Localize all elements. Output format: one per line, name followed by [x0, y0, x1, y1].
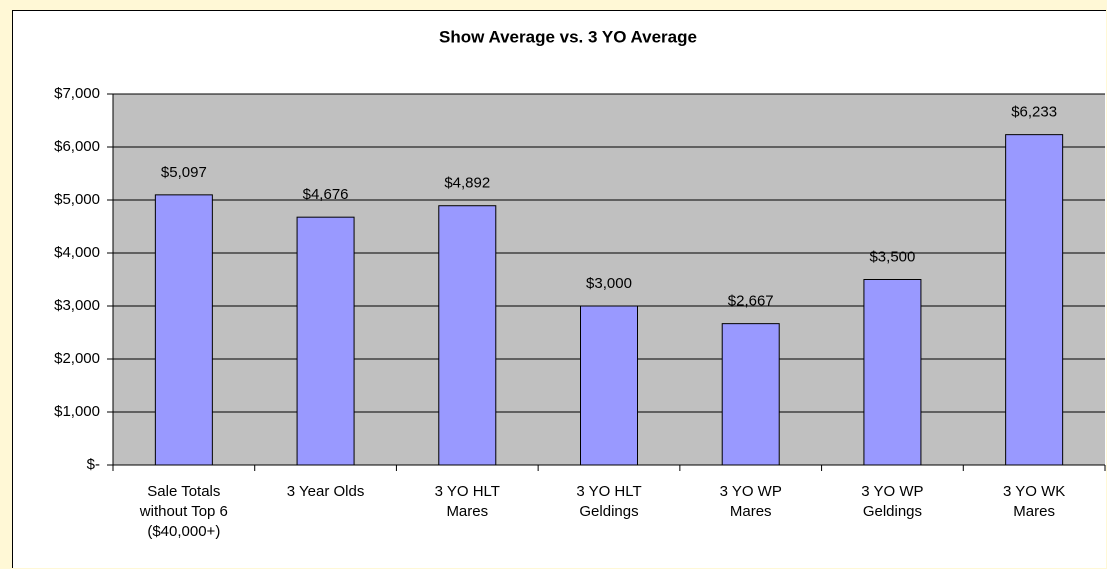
y-tick-label: $4,000 [54, 244, 100, 261]
y-tick-label: $7,000 [54, 85, 100, 102]
y-tick-label: $2,000 [54, 350, 100, 367]
y-tick-label: $3,000 [54, 297, 100, 314]
x-tick-label: 3 YO WP Mares [719, 483, 782, 520]
x-tick-label: 3 YO WP Geldings [861, 483, 924, 520]
bar [580, 305, 638, 466]
data-label: $4,676 [303, 186, 349, 203]
y-tick-label: $6,000 [54, 138, 100, 155]
bar [296, 216, 355, 466]
bar [863, 279, 922, 466]
data-label: $5,097 [161, 164, 207, 181]
x-tick-label: 3 YO HLT Geldings [576, 483, 642, 520]
x-tick-label: 3 YO WK Mares [1003, 483, 1066, 520]
chart-title: Show Average vs. 3 YO Average [439, 27, 697, 46]
data-label: $3,500 [869, 248, 915, 265]
x-tick-label: 3 Year Olds [286, 483, 365, 500]
x-tick-label: 3 YO HLT Mares [434, 483, 500, 520]
data-label: $4,892 [444, 175, 490, 192]
y-tick-label: $1,000 [54, 403, 100, 420]
bar [438, 205, 497, 466]
data-label: $3,000 [586, 275, 632, 292]
y-tick-label: $5,000 [54, 191, 100, 208]
x-tick-label: Sale Totals without Top 6 ($40,000+) [139, 483, 228, 540]
data-label: $6,233 [1011, 104, 1057, 121]
bar [1005, 134, 1064, 466]
y-tick-label: $- [87, 456, 100, 473]
bar [721, 323, 780, 466]
bar [154, 194, 213, 466]
data-label: $2,667 [728, 293, 774, 310]
